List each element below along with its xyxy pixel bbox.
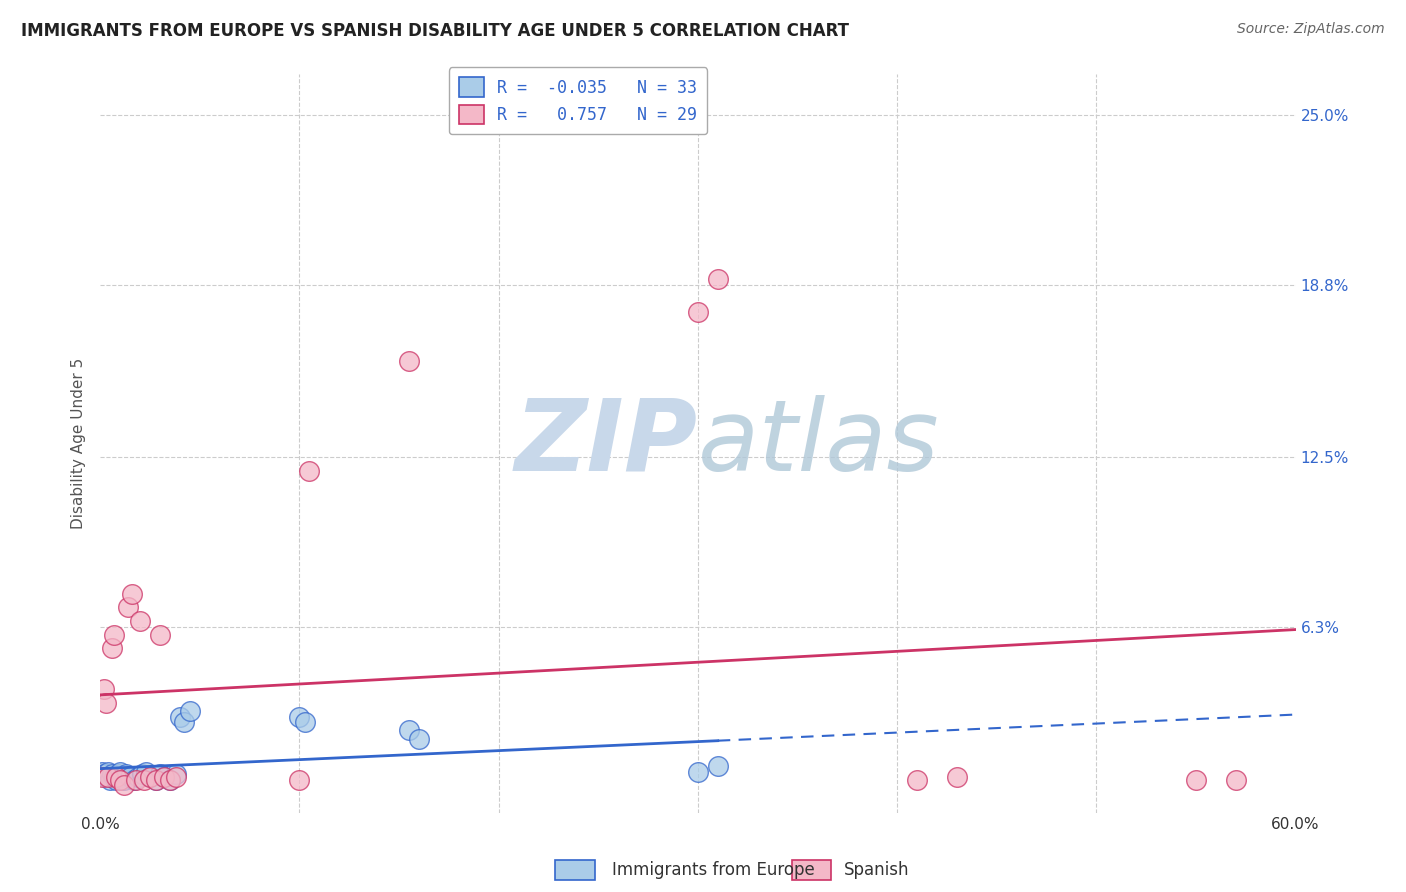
Point	[398, 354, 420, 368]
Point	[97, 764, 120, 779]
Point	[125, 772, 148, 787]
Point	[94, 770, 117, 784]
Text: atlas: atlas	[697, 395, 939, 491]
Point	[686, 764, 709, 779]
Point	[169, 710, 191, 724]
Point	[149, 767, 172, 781]
Text: ZIP: ZIP	[515, 395, 697, 491]
Point	[117, 600, 139, 615]
Point	[294, 715, 316, 730]
Point	[153, 770, 176, 784]
Point	[91, 764, 114, 779]
Point	[288, 772, 311, 787]
Point	[165, 770, 187, 784]
Point	[112, 778, 135, 792]
Point	[91, 770, 114, 784]
Point	[149, 628, 172, 642]
Point	[101, 641, 124, 656]
Text: Immigrants from Europe: Immigrants from Europe	[612, 861, 814, 879]
Text: Source: ZipAtlas.com: Source: ZipAtlas.com	[1237, 22, 1385, 37]
Point	[121, 587, 143, 601]
Point	[98, 772, 121, 787]
Point	[108, 772, 131, 787]
Point	[129, 614, 152, 628]
Point	[105, 770, 128, 784]
Point	[145, 772, 167, 787]
Point	[132, 772, 155, 787]
Point	[707, 272, 730, 286]
Point	[1225, 772, 1247, 787]
Point	[298, 464, 321, 478]
Point	[93, 767, 115, 781]
Point	[135, 764, 157, 779]
Point	[139, 770, 162, 784]
Point	[905, 772, 928, 787]
Point	[127, 770, 149, 784]
Point	[105, 772, 128, 787]
Point	[288, 710, 311, 724]
Point	[145, 772, 167, 787]
Point	[101, 767, 124, 781]
Point	[103, 628, 125, 642]
Point	[94, 696, 117, 710]
Point	[111, 770, 134, 784]
Point	[153, 770, 176, 784]
Point	[1185, 772, 1208, 787]
Point	[93, 682, 115, 697]
Point	[159, 772, 181, 787]
Point	[103, 770, 125, 784]
Point	[173, 715, 195, 730]
Y-axis label: Disability Age Under 5: Disability Age Under 5	[72, 358, 86, 529]
Point	[118, 770, 141, 784]
Point	[97, 770, 120, 784]
Point	[139, 770, 162, 784]
Text: Spanish: Spanish	[844, 861, 910, 879]
Point	[707, 759, 730, 773]
Legend: R =  -0.035   N = 33, R =   0.757   N = 29: R = -0.035 N = 33, R = 0.757 N = 29	[449, 68, 707, 135]
Point	[115, 767, 138, 781]
Point	[122, 772, 145, 787]
Point	[107, 767, 129, 781]
Text: IMMIGRANTS FROM EUROPE VS SPANISH DISABILITY AGE UNDER 5 CORRELATION CHART: IMMIGRANTS FROM EUROPE VS SPANISH DISABI…	[21, 22, 849, 40]
Point	[131, 767, 153, 781]
Point	[946, 770, 969, 784]
Point	[108, 764, 131, 779]
Point	[112, 772, 135, 787]
Point	[686, 305, 709, 319]
Point	[165, 767, 187, 781]
Point	[179, 704, 201, 718]
Point	[398, 723, 420, 738]
Point	[159, 772, 181, 787]
Point	[408, 731, 430, 746]
